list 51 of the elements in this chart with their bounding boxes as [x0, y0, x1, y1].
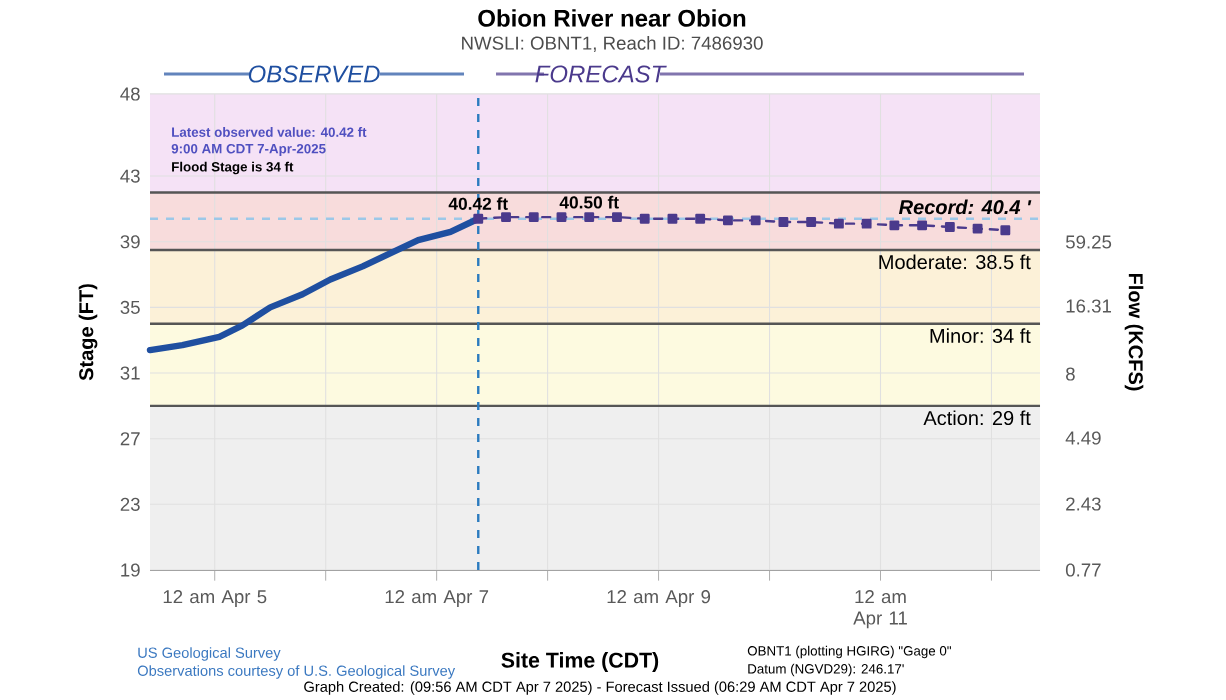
ref-line-label: Moderate: 38.5 ft [879, 254, 1031, 270]
annotation: 40.50 ft [559, 195, 619, 209]
y2-axis-title: Flow (KCFS) [1124, 273, 1144, 391]
text: OBSERVED [248, 65, 380, 83]
point [695, 213, 706, 224]
point [528, 212, 539, 223]
point [639, 213, 650, 224]
y-axis-title: Stage (FT) [78, 284, 98, 381]
y-tick-label: 39 [120, 235, 140, 249]
y-tick-label: 43 [120, 169, 140, 183]
x-tick-label: 12 am Apr 7 [385, 590, 489, 608]
point [584, 212, 595, 223]
point [612, 212, 622, 223]
point [556, 212, 567, 223]
point [501, 212, 511, 223]
text: 0.77 [1065, 563, 1101, 577]
point [778, 217, 789, 227]
point [944, 222, 955, 232]
x-tick-label: 12 am Apr 5 [163, 590, 267, 608]
ref-line-label: Minor: 34 ft [930, 328, 1031, 344]
point [1000, 225, 1011, 236]
annotation: 40.42 ft [448, 197, 508, 210]
ref-line-label: Record: 40.4 ' [898, 199, 1032, 215]
y-tick-label: 35 [120, 300, 140, 314]
text: 8 [1066, 367, 1075, 381]
y-tick-label: 31 [120, 366, 140, 380]
ref-line-label: Action: 29 ft [923, 410, 1031, 426]
chart-subtitle: NWSLI: OBNT1, Reach ID: 7486930 [462, 36, 763, 52]
text: FORECAST [535, 65, 667, 83]
point [723, 215, 733, 226]
y-tick-label: 19 [121, 563, 140, 577]
point [750, 215, 761, 226]
x-tick-label: 12 am Apr 9 [607, 590, 711, 608]
point [889, 220, 900, 231]
point [806, 217, 817, 227]
point [917, 220, 928, 231]
text: 4.49 [1065, 431, 1101, 445]
x-tick-label: 12 am Apr 11 [853, 590, 907, 629]
text: 16.31 [1066, 299, 1111, 313]
point [833, 218, 844, 229]
y-tick-label: 27 [120, 432, 140, 446]
x-axis-title: Site Time (CDT) [501, 652, 659, 672]
point [667, 213, 678, 224]
text: 59.25 [1065, 235, 1112, 249]
chart-title: Obion River near Obion [478, 9, 746, 27]
y-tick-label: 23 [120, 497, 140, 511]
point [473, 213, 484, 224]
y-tick-label: 48 [120, 87, 140, 101]
point [972, 223, 983, 234]
text: 2.43 [1066, 497, 1101, 511]
point [861, 218, 872, 229]
